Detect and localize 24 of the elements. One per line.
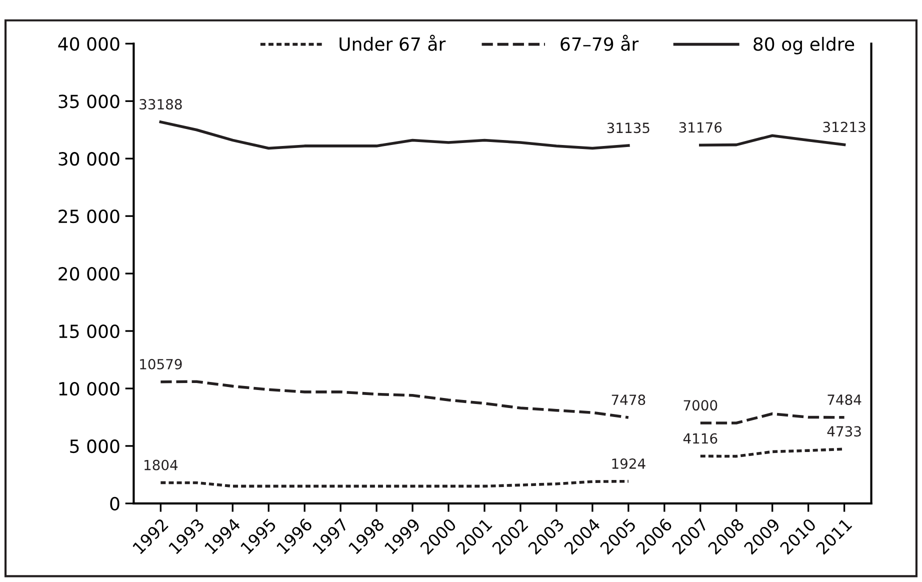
data-label: 1924: [612, 458, 646, 469]
data-label: 7478: [612, 394, 646, 406]
y-tick-label: 0: [110, 496, 120, 511]
data-label: 1804: [144, 460, 178, 470]
y-tick-label: 15 000: [59, 324, 120, 338]
data-label: 31135: [607, 122, 650, 134]
data-label: 7484: [828, 394, 862, 405]
data-label: 33188: [140, 99, 182, 110]
y-tick-label: 40 000: [58, 37, 120, 51]
y-tick-label: 30 000: [58, 152, 120, 166]
legend-label: 67–79 år: [560, 34, 639, 51]
data-label: 7000: [684, 400, 718, 411]
y-tick-label: 25 000: [58, 210, 120, 224]
y-tick-label: 10 000: [59, 382, 120, 396]
data-label: 4116: [683, 433, 718, 444]
data-label: 10579: [140, 358, 182, 370]
data-label: 31213: [823, 122, 866, 132]
legend-label: Under 67 år: [340, 34, 446, 51]
y-tick-label: 5 000: [70, 439, 120, 454]
y-tick-label: 35 000: [58, 94, 120, 108]
data-label: 4733: [827, 426, 861, 437]
data-label: 31176: [679, 122, 722, 133]
legend-label: 80 og eldre: [754, 36, 854, 54]
y-tick-label: 20 000: [58, 267, 120, 281]
